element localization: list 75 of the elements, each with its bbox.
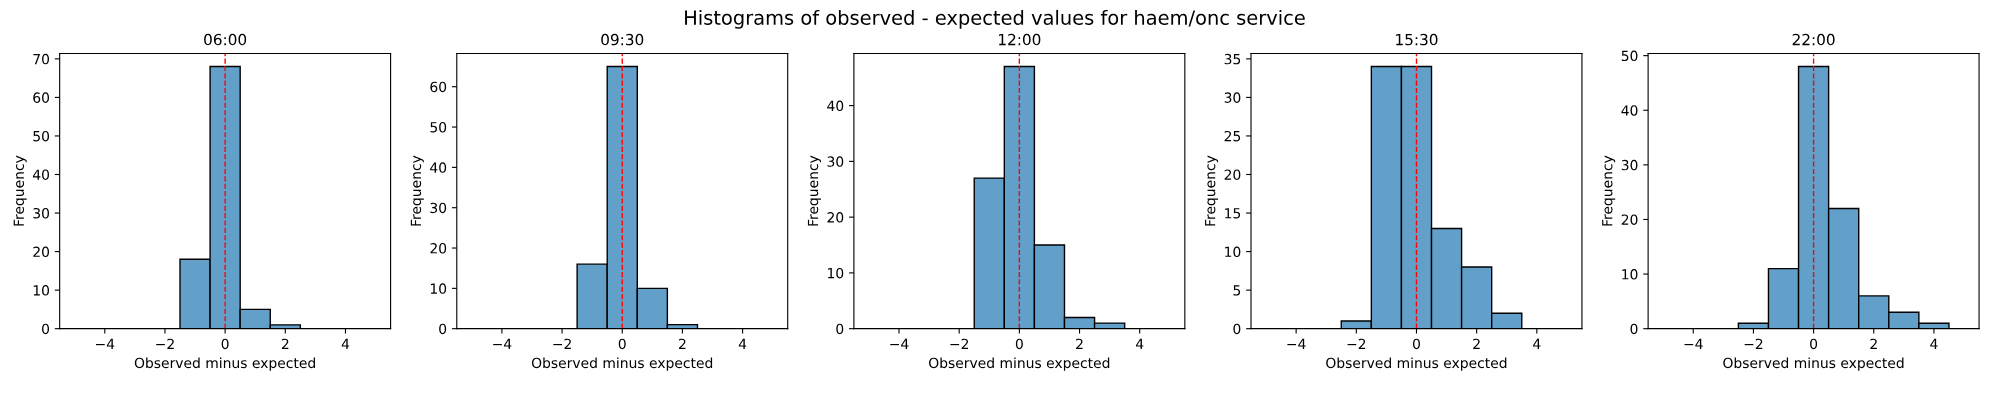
x-tick-label: −4 [1287, 338, 1306, 349]
x-axis-title: Observed minus expected [134, 357, 315, 371]
x-tick-label: 2 [1076, 338, 1083, 349]
y-tick-label: 30 [1224, 92, 1241, 103]
y-axis-title: Frequency [807, 155, 821, 226]
y-axis-title: Frequency [13, 155, 27, 226]
x-axis-title: Observed minus expected [531, 357, 713, 371]
y-axis-title: Frequency [1205, 155, 1219, 226]
y-tick-label: 15 [1225, 208, 1241, 219]
y-tick-label: 35 [1224, 53, 1241, 65]
y-tick-label: 10 [828, 267, 844, 279]
y-tick-label: 70 [33, 53, 50, 65]
y-tick-label: 20 [430, 243, 447, 254]
y-tick-label: 25 [1224, 130, 1241, 142]
y-tick-label: 60 [33, 92, 50, 103]
x-tick-label: −2 [553, 338, 571, 349]
y-tick-label: 10 [430, 283, 447, 294]
y-axis-title: Frequency [1602, 155, 1616, 226]
text: Histograms of observed - expected values for haem/onc service [685, 9, 1305, 29]
y-tick-label: 0 [42, 323, 50, 335]
x-tick-label: 0 [221, 338, 229, 350]
x-axis-title: Observed minus expected [1723, 357, 1904, 371]
x-tick-label: 2 [1473, 338, 1480, 349]
y-tick-label: 0 [1630, 323, 1638, 335]
chart-title: 09:30 [601, 33, 644, 46]
x-tick-label: −2 [156, 338, 174, 349]
x-tick-label: 2 [281, 338, 289, 349]
x-tick-label: 4 [1533, 338, 1541, 349]
x-tick-label: −4 [890, 338, 909, 349]
y-tick-label: 10 [1225, 246, 1241, 258]
y-axis-title: Frequency [410, 155, 424, 226]
chart-title: 22:00 [1792, 33, 1835, 46]
y-tick-label: 20 [1224, 169, 1241, 180]
y-tick-label: 30 [1621, 159, 1638, 171]
x-tick-label: −4 [493, 338, 512, 349]
y-tick-label: 20 [827, 212, 844, 223]
x-axis-title: Observed minus expected [1326, 357, 1507, 371]
y-tick-label: 50 [430, 122, 447, 133]
y-tick-label: 40 [32, 169, 50, 180]
y-tick-label: 40 [1621, 105, 1638, 116]
x-tick-label: −4 [1684, 338, 1703, 349]
x-tick-label: 2 [1870, 338, 1877, 349]
y-tick-label: 40 [827, 100, 844, 112]
x-tick-label: 0 [1412, 338, 1420, 350]
x-tick-label: 4 [738, 338, 747, 349]
x-tick-label: 0 [1810, 338, 1818, 350]
chart-title: 12:00 [999, 33, 1041, 46]
y-tick-label: 30 [33, 208, 50, 219]
y-tick-label: 10 [33, 285, 50, 296]
y-tick-label: 60 [430, 81, 447, 93]
y-tick-label: 50 [33, 130, 50, 142]
y-tick-label: 20 [1621, 214, 1638, 225]
y-tick-label: 30 [430, 202, 447, 214]
x-tick-label: 4 [1135, 338, 1144, 349]
x-tick-label: −2 [1347, 338, 1366, 349]
y-tick-label: 20 [33, 246, 50, 258]
x-tick-label: −2 [1744, 338, 1763, 349]
y-tick-label: 5 [1233, 285, 1241, 296]
x-tick-label: −2 [950, 338, 969, 349]
chart-title: 15:30 [1396, 33, 1438, 46]
x-tick-label: 4 [341, 338, 350, 349]
x-tick-label: −4 [96, 338, 115, 349]
chart-title: 06:00 [204, 33, 247, 46]
y-tick-label: 0 [439, 323, 447, 335]
y-tick-label: 50 [1621, 50, 1638, 62]
x-tick-label: 0 [1015, 338, 1023, 350]
y-tick-label: 40 [430, 162, 447, 173]
y-tick-label: 30 [827, 156, 844, 167]
y-tick-label: 10 [1622, 269, 1638, 280]
y-tick-label: 0 [1233, 323, 1241, 335]
x-tick-label: 4 [1930, 338, 1938, 349]
x-tick-label: 0 [618, 338, 626, 350]
x-axis-title: Observed minus expected [929, 357, 1110, 371]
x-tick-label: 2 [679, 338, 686, 349]
y-tick-label: 0 [836, 323, 844, 335]
